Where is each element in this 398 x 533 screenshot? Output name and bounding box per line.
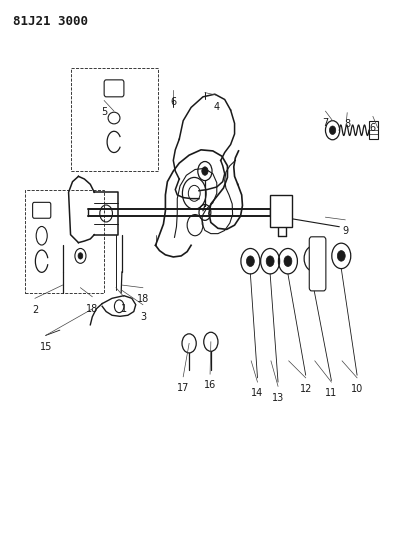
Text: 18: 18 xyxy=(86,304,98,313)
Circle shape xyxy=(284,256,292,266)
FancyBboxPatch shape xyxy=(104,80,124,97)
FancyBboxPatch shape xyxy=(309,237,326,291)
Bar xyxy=(270,195,292,227)
Bar xyxy=(70,68,158,171)
Circle shape xyxy=(310,253,318,264)
Text: 11: 11 xyxy=(325,389,338,399)
Circle shape xyxy=(246,256,254,266)
Text: 4: 4 xyxy=(214,102,220,112)
Text: 81J21 3000: 81J21 3000 xyxy=(13,14,88,28)
Bar xyxy=(25,190,104,293)
Text: 16: 16 xyxy=(204,381,216,391)
Text: 14: 14 xyxy=(252,389,263,399)
Text: 1: 1 xyxy=(121,304,127,313)
Text: 8: 8 xyxy=(344,119,350,129)
Text: 5: 5 xyxy=(101,108,107,117)
Circle shape xyxy=(202,167,208,175)
Text: 17: 17 xyxy=(177,383,189,393)
Text: 15: 15 xyxy=(39,342,52,352)
Text: 6: 6 xyxy=(370,123,376,133)
Text: 7: 7 xyxy=(322,118,329,128)
Text: 13: 13 xyxy=(272,393,284,403)
Circle shape xyxy=(330,126,336,134)
Text: 2: 2 xyxy=(32,305,38,315)
Text: 6: 6 xyxy=(170,97,176,107)
Text: 3: 3 xyxy=(140,312,146,321)
Text: 18: 18 xyxy=(137,294,149,304)
Bar xyxy=(369,120,378,139)
Circle shape xyxy=(266,256,274,266)
Text: 12: 12 xyxy=(300,384,312,394)
Circle shape xyxy=(338,251,345,261)
Text: 10: 10 xyxy=(351,384,363,394)
Circle shape xyxy=(78,253,83,259)
Text: 9: 9 xyxy=(342,226,348,236)
FancyBboxPatch shape xyxy=(33,203,51,218)
